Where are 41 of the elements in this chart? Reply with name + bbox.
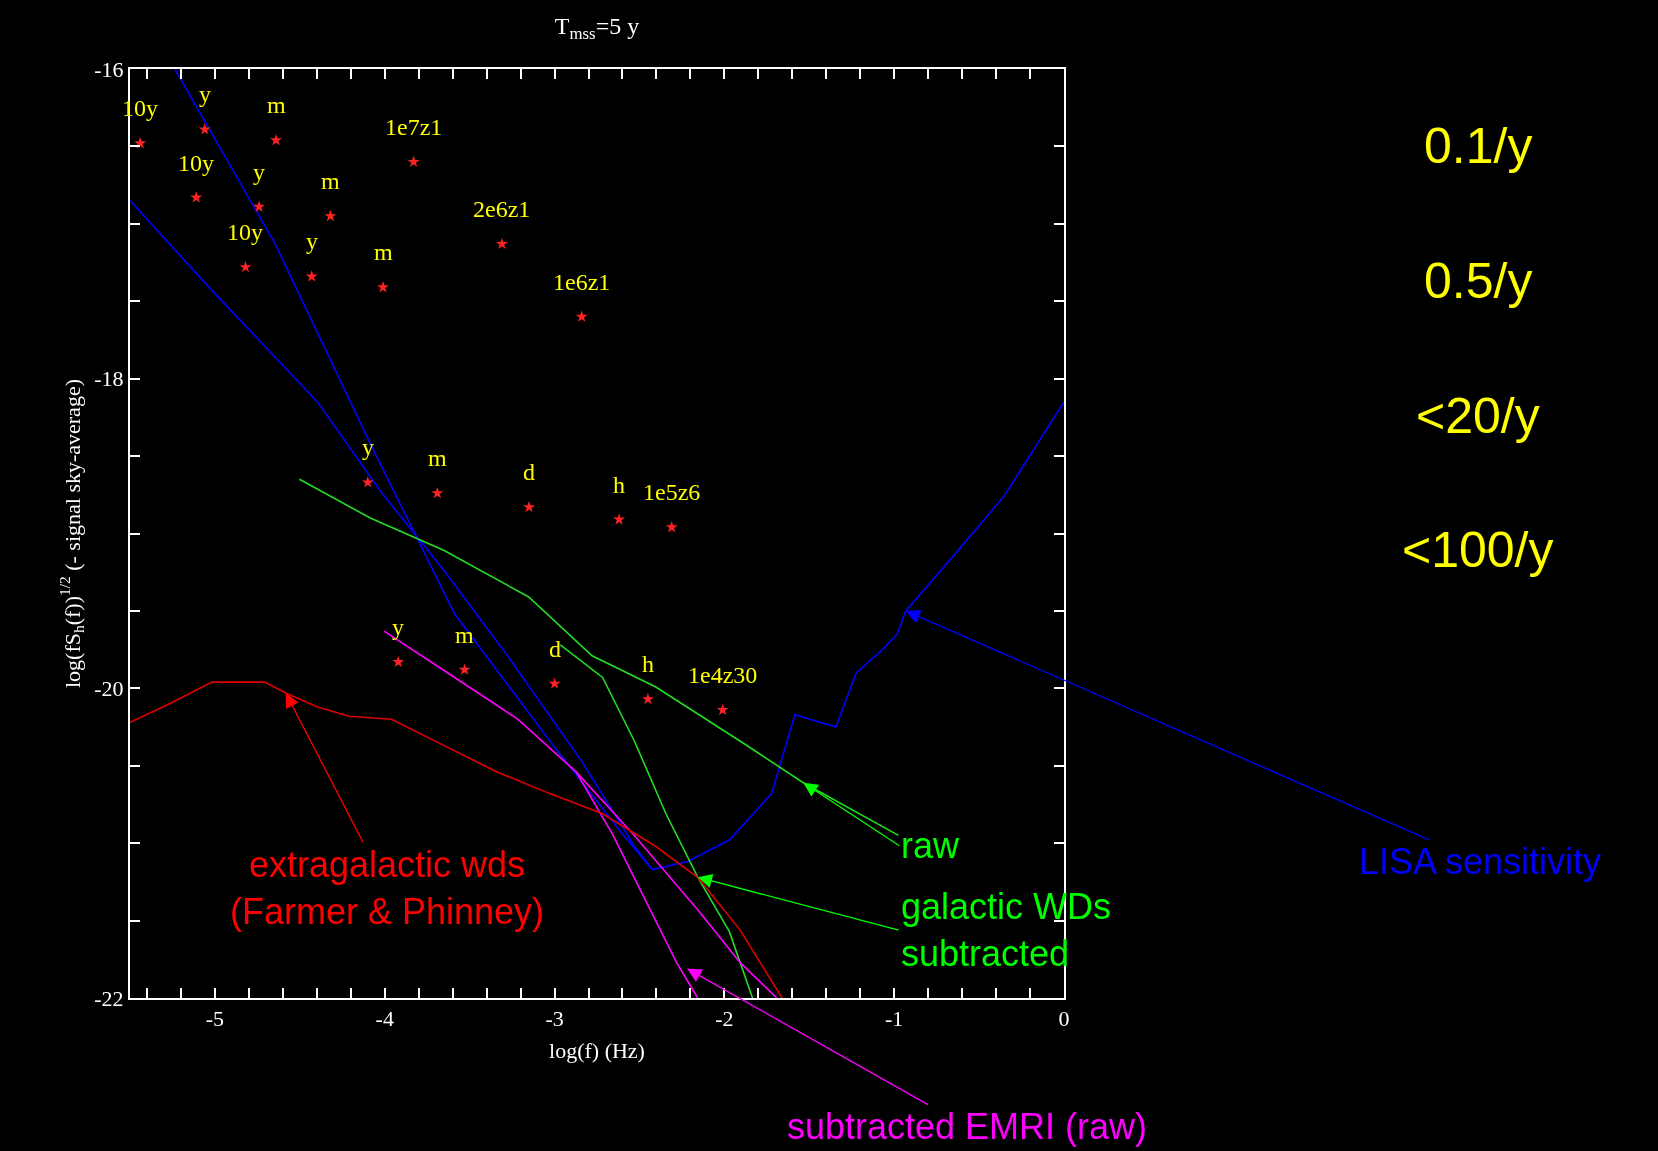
text: <100/y: [1402, 522, 1554, 578]
y-tick-label: -22: [94, 985, 124, 1011]
chart-title: T$_{mss}$=5 y: [554, 13, 640, 44]
y-tick-label: -20: [94, 676, 124, 702]
x-axis-title: log(f) (Hz): [549, 1037, 645, 1063]
annotation: m: [321, 168, 340, 194]
text: 0.5/y: [1424, 253, 1533, 309]
y-tick-label: -16: [94, 56, 124, 82]
text: <20/y: [1416, 388, 1540, 444]
annotation: 10y: [178, 150, 214, 176]
x-tick-label: -2: [715, 1006, 734, 1032]
annotation: h: [613, 472, 625, 498]
annotation: 1e6z1: [553, 269, 611, 295]
y-tick-label: -18: [94, 366, 124, 392]
annotation: y: [199, 81, 211, 107]
annotation: m: [428, 445, 447, 471]
annotation: h: [642, 651, 654, 677]
x-tick-label: -3: [545, 1006, 564, 1032]
x-tick-label: -4: [375, 1006, 394, 1032]
annotation: subtracted EMRI (raw): [787, 1106, 1148, 1147]
x-tick-label: -5: [205, 1006, 225, 1032]
annotation: m: [267, 92, 286, 118]
annotation: y: [362, 434, 374, 460]
text: 0.1/y: [1424, 118, 1533, 174]
annotation: 1e4z30: [688, 662, 758, 688]
annotation: y: [253, 159, 265, 185]
annotation: 1e7z1: [385, 114, 443, 140]
annotation: 10y: [227, 219, 263, 245]
annotation: y: [392, 614, 404, 640]
x-tick-label: -1: [885, 1006, 904, 1032]
annotation: d: [549, 636, 561, 662]
annotation: extragalactic wds (Farmer & Phinney): [230, 844, 545, 932]
annotation: LISA sensitivity: [1359, 841, 1602, 882]
annotation: y: [306, 228, 318, 254]
annotation: raw: [901, 825, 961, 866]
annotation: m: [455, 622, 474, 648]
annotation: 2e6z1: [473, 196, 531, 222]
annotation: m: [374, 239, 393, 265]
annotation: d: [523, 459, 535, 485]
annotation: 1e5z6: [643, 479, 701, 505]
x-tick-label: 0: [1058, 1006, 1070, 1032]
